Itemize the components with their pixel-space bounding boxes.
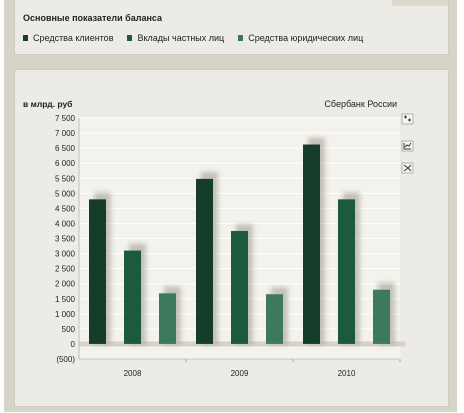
y-axis-label: в млрд. руб bbox=[23, 99, 72, 109]
legend-swatch-clients bbox=[23, 35, 28, 41]
page-background: Основные показатели баланса Средства кли… bbox=[4, 0, 457, 412]
y-tick-label: (500) bbox=[56, 355, 75, 364]
bar[interactable] bbox=[231, 230, 248, 344]
y-tick-label: 4 000 bbox=[55, 219, 76, 228]
y-tick-label: 1 000 bbox=[55, 310, 76, 319]
bar[interactable] bbox=[196, 178, 213, 344]
line-chart-icon[interactable] bbox=[401, 140, 414, 152]
y-tick-label: 6 000 bbox=[55, 159, 76, 168]
legend-title: Основные показатели баланса bbox=[23, 13, 163, 23]
bars bbox=[89, 144, 390, 344]
y-tick-label: 6 500 bbox=[55, 144, 76, 153]
legend-swatch-private-deposits bbox=[127, 35, 133, 41]
bar[interactable] bbox=[373, 289, 390, 344]
y-tick-label: 4 500 bbox=[55, 204, 76, 213]
bar[interactable] bbox=[124, 250, 141, 344]
legend-panel: Основные показатели баланса Средства кли… bbox=[14, 0, 449, 55]
y-tick-label: 1 500 bbox=[55, 295, 76, 304]
bar[interactable] bbox=[159, 293, 176, 344]
x-axis: 2008 2009 2010 bbox=[124, 359, 401, 378]
zoom-in-icon[interactable] bbox=[401, 113, 414, 125]
x-tick-label: 2008 bbox=[124, 369, 142, 378]
bar[interactable] bbox=[303, 144, 320, 344]
x-tick-label: 2010 bbox=[338, 369, 356, 378]
y-tick-label: 3 500 bbox=[55, 235, 76, 244]
legend-item-clients[interactable]: Средства клиентов bbox=[23, 33, 113, 43]
legend: Средства клиентов Вклады частных лиц Сре… bbox=[23, 33, 363, 43]
y-tick-label: 2 000 bbox=[55, 280, 76, 289]
panel-decoration bbox=[392, 0, 448, 6]
legend-swatch-corporate-funds bbox=[238, 35, 244, 41]
bar[interactable] bbox=[266, 294, 283, 344]
y-tick-label: 7 000 bbox=[55, 129, 76, 138]
bar-chart: в млрд. руб Сбербанк России (500) 0 500 1 0… bbox=[23, 99, 414, 378]
source-label: Сбербанк России bbox=[324, 99, 397, 109]
legend-label-corporate-funds: Средства юридических лиц bbox=[248, 33, 364, 43]
x-tick-label: 2009 bbox=[231, 369, 249, 378]
y-axis: (500) 0 500 1 000 1 500 2 000 2 500 3 000 3 500 4… bbox=[55, 114, 76, 364]
y-tick-label: 3 000 bbox=[55, 250, 76, 259]
legend-label-clients: Средства клиентов bbox=[33, 33, 114, 43]
y-tick-label: 5 000 bbox=[55, 189, 76, 198]
y-tick-label: 0 bbox=[71, 340, 76, 349]
y-tick-label: 5 500 bbox=[55, 174, 76, 183]
legend-label-private-deposits: Вклады частных лиц bbox=[137, 33, 225, 43]
bar[interactable] bbox=[338, 199, 355, 344]
y-tick-label: 500 bbox=[62, 325, 76, 334]
chart-panel: в млрд. руб Сбербанк России (500) 0 500 1 0… bbox=[14, 69, 449, 407]
y-tick-label: 2 500 bbox=[55, 265, 76, 274]
legend-item-corporate-funds[interactable]: Средства юридических лиц bbox=[238, 33, 363, 43]
y-tick-label: 7 500 bbox=[55, 114, 76, 123]
legend-item-private-deposits[interactable]: Вклады частных лиц bbox=[127, 33, 224, 43]
split-view-icon[interactable] bbox=[401, 162, 414, 174]
bar[interactable] bbox=[89, 199, 106, 344]
